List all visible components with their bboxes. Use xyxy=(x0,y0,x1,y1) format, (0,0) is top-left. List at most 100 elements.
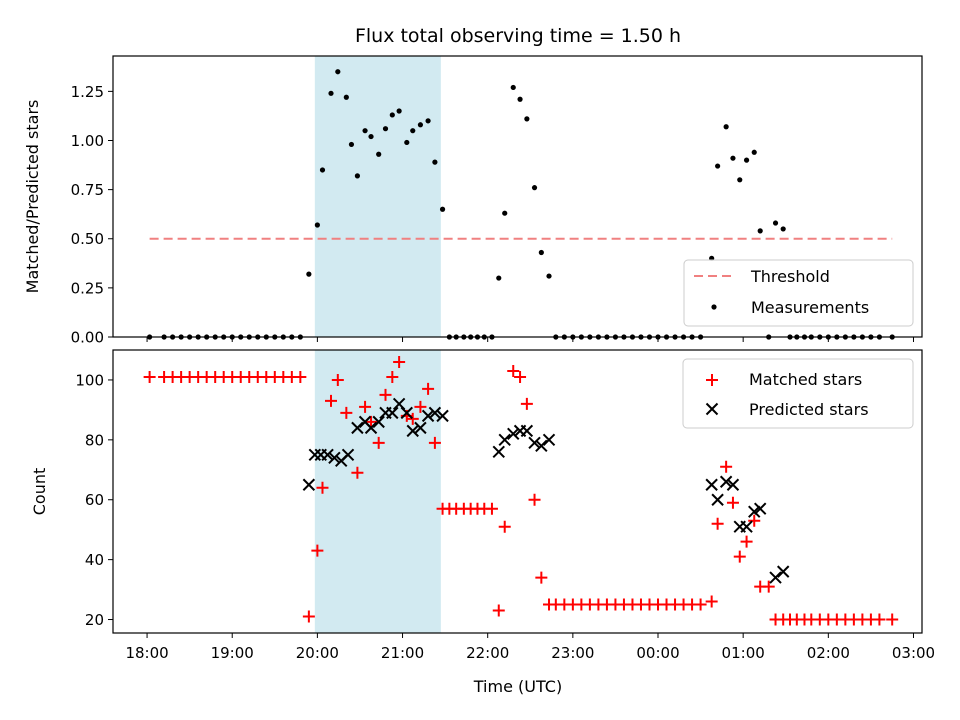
measurement-point xyxy=(417,122,424,128)
measurement-point xyxy=(343,94,349,100)
matched-stars-point xyxy=(325,394,338,407)
measurement-point xyxy=(354,173,361,179)
measurement-point xyxy=(396,108,402,114)
chart-title: Flux total observing time = 1.50 h xyxy=(355,25,681,47)
predicted-stars-point xyxy=(421,409,435,423)
observing-window-band xyxy=(314,56,441,337)
matched-stars-point xyxy=(514,370,527,383)
measurement-point xyxy=(382,126,389,132)
matched-stars-point xyxy=(748,514,761,527)
legend-threshold-label: Threshold xyxy=(750,267,830,286)
measurement-point xyxy=(410,128,416,134)
predicted-stars-point xyxy=(428,406,442,420)
measurement-point xyxy=(510,84,516,91)
matched-stars-point xyxy=(331,373,344,386)
measurement-point xyxy=(723,124,729,130)
y-tick-label: 60 xyxy=(85,491,104,509)
panel-counts: 20 40 60 80 100 18:00 19:00 20:00 21:00 22:00 23:0… xyxy=(30,349,935,662)
matched-stars-point xyxy=(520,397,533,410)
y-tick-label: 100 xyxy=(75,371,104,389)
x-tick-label: 22:00 xyxy=(466,644,509,662)
measurement-point xyxy=(737,177,743,183)
predicted-stars-point xyxy=(528,436,541,450)
predicted-stars-point xyxy=(507,427,520,441)
matched-stars-point xyxy=(311,544,324,557)
y-tick-label: 80 xyxy=(85,431,104,449)
legend-matched-label: Matched stars xyxy=(749,370,862,389)
y-axis-label: Count xyxy=(30,468,49,516)
measurement-point xyxy=(757,228,763,234)
measurement-point xyxy=(502,210,508,216)
predicted-stars-point xyxy=(386,406,399,420)
predicted-stars-point xyxy=(302,478,316,491)
matched-stars-point xyxy=(886,613,899,626)
measurement-point xyxy=(730,155,736,161)
measurement-point xyxy=(319,167,326,173)
measurement-point xyxy=(496,275,502,281)
measurement-point xyxy=(531,185,538,191)
x-tick-label: 20:00 xyxy=(296,644,339,662)
x-tick-label: 19:00 xyxy=(211,644,254,662)
matched-stars-point xyxy=(733,550,746,563)
measurement-point xyxy=(335,69,341,75)
measurement-point xyxy=(362,128,368,134)
measurement-point xyxy=(751,149,757,155)
y-tick-label: 0.75 xyxy=(71,181,104,199)
measurement-point xyxy=(376,151,382,157)
measurement-point xyxy=(348,141,355,148)
measurement-point xyxy=(389,112,395,118)
y-axis-label: Matched/Predicted stars xyxy=(23,100,42,294)
matched-stars-point xyxy=(694,598,707,611)
matched-stars-point xyxy=(428,436,441,449)
matched-stars-point xyxy=(302,610,315,623)
measurement-point xyxy=(368,133,374,140)
measurement-point xyxy=(546,273,552,279)
legend-bottom: Matched stars Predicted stars xyxy=(682,358,914,429)
x-tick-label: 23:00 xyxy=(551,644,594,662)
predicted-stars-point xyxy=(372,415,385,429)
legend-box xyxy=(682,358,914,429)
y-tick-label: 0.50 xyxy=(71,230,104,248)
measurement-point xyxy=(404,139,410,146)
predicted-stars-point xyxy=(436,409,449,423)
measurement-point xyxy=(538,249,544,256)
matched-stars-point xyxy=(507,364,520,377)
matched-stars-point xyxy=(340,406,353,419)
observing-window-band xyxy=(314,350,441,633)
matched-stars-point xyxy=(294,370,307,383)
measurement-point xyxy=(772,220,779,226)
predicted-stars-point xyxy=(341,448,355,462)
y-tick-label: 40 xyxy=(85,551,104,569)
x-tick-label: 18:00 xyxy=(125,644,168,662)
predicted-stars-point xyxy=(364,421,378,435)
matched-stars-point xyxy=(762,580,775,593)
legend-box xyxy=(683,259,914,327)
legend-predicted-swatch xyxy=(705,402,719,416)
panel-ratio: 0.00 0.25 0.50 0.75 1.00 1.25 Matched/Predicte… xyxy=(23,55,923,347)
measurement-point xyxy=(328,90,334,96)
matched-stars-point xyxy=(316,481,329,494)
predicted-stars-point xyxy=(400,406,414,420)
matched-stars-point xyxy=(711,517,724,530)
matched-stars-point xyxy=(422,382,435,395)
predicted-stars-point xyxy=(740,520,753,533)
matched-stars-point xyxy=(498,520,511,533)
predicted-stars-point xyxy=(719,475,733,488)
legend-top: Threshold Measurements xyxy=(683,259,914,327)
predicted-stars-point xyxy=(414,421,427,435)
plot-frame xyxy=(112,55,923,338)
x-tick-label: 02:00 xyxy=(807,644,850,662)
measurement-point xyxy=(432,159,438,165)
y-tick-label: 1.25 xyxy=(71,83,104,101)
matched-stars-point xyxy=(485,502,498,515)
predicted-stars-point xyxy=(776,565,790,578)
legend-measurements-label: Measurements xyxy=(751,298,869,317)
measurement-point xyxy=(715,163,721,169)
matched-stars-point xyxy=(528,493,541,506)
matched-stars-point xyxy=(406,412,419,425)
y-tick-label: 0.25 xyxy=(71,279,104,297)
measurement-point xyxy=(517,96,523,102)
predicted-stars-point xyxy=(769,571,782,584)
predicted-stars-point xyxy=(711,493,724,506)
